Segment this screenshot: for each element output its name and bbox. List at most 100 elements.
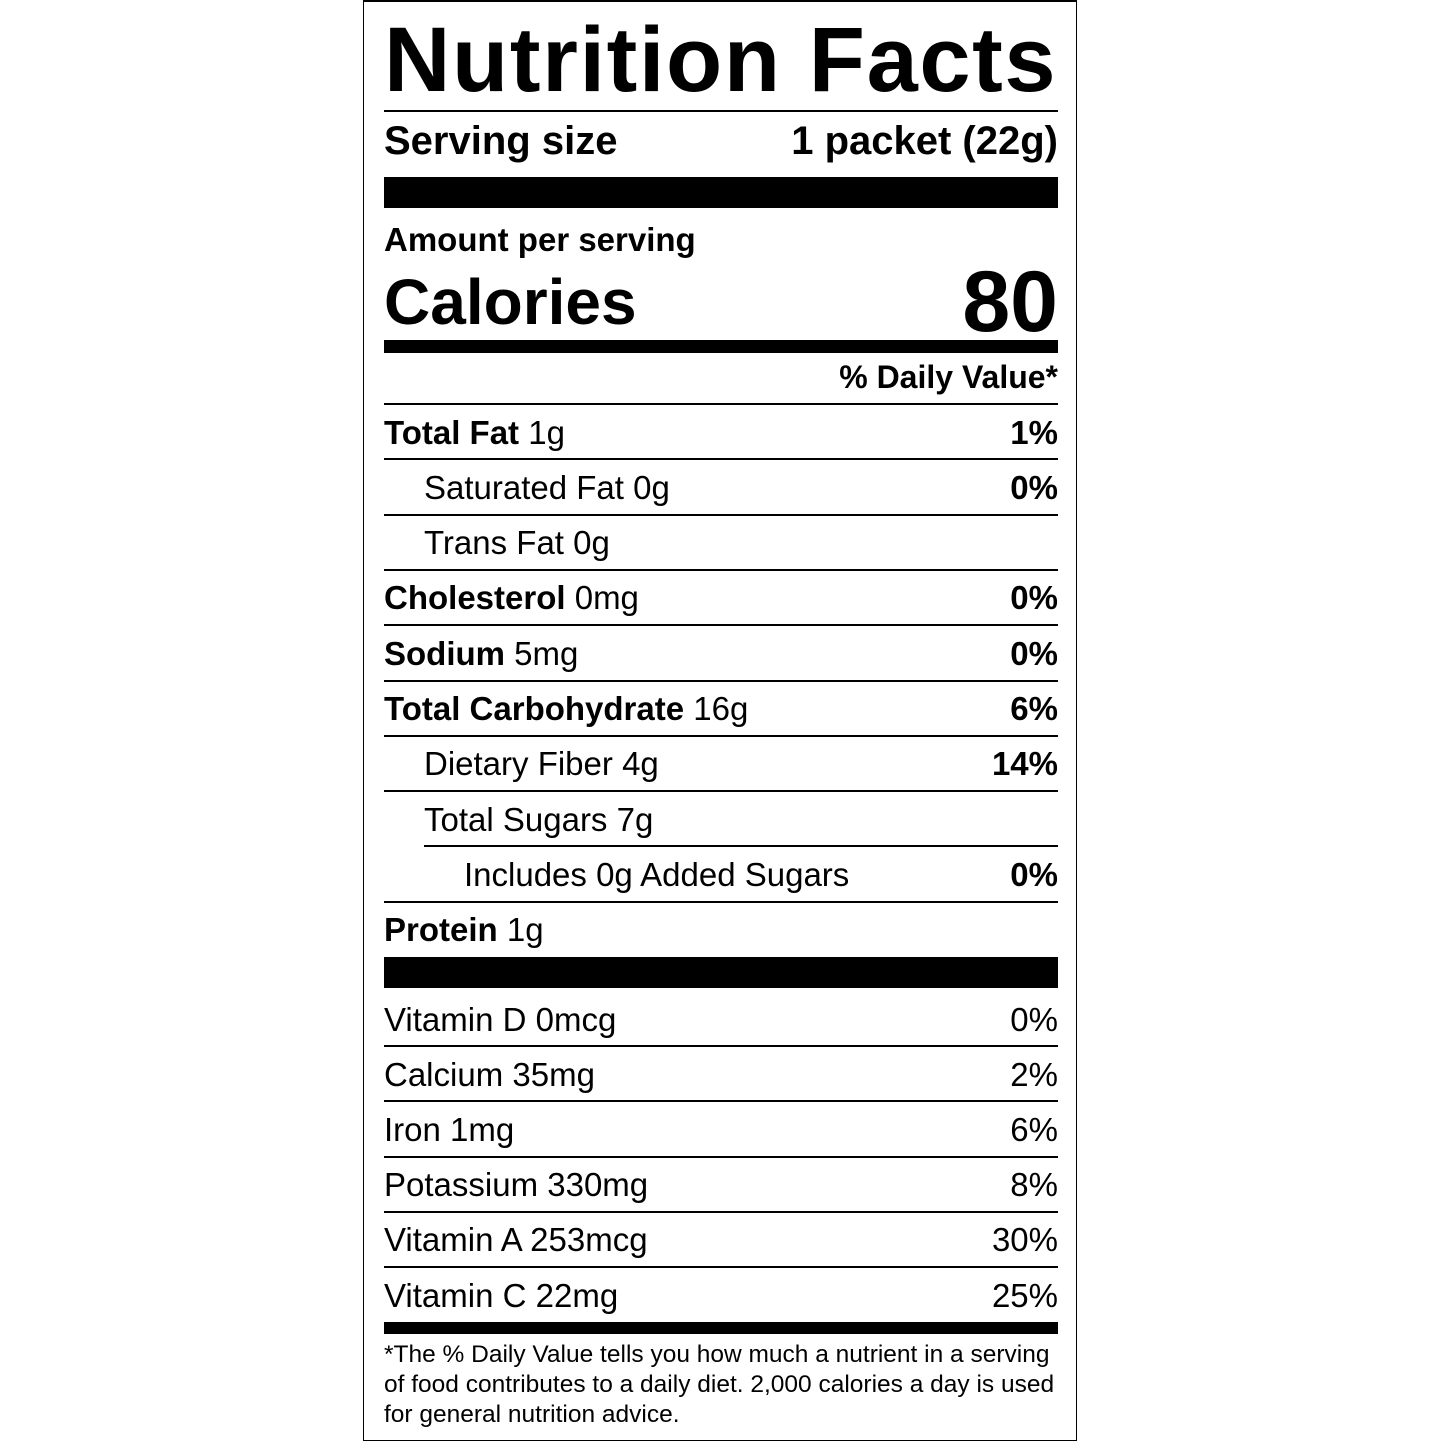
vitamin-amount: 253mcg <box>530 1221 648 1259</box>
vitamin-row: Vitamin D 0mcg 0% <box>384 992 1058 1047</box>
vitamin-name: Vitamin D <box>384 1000 527 1038</box>
daily-value: 14% <box>991 745 1058 783</box>
nutrient-amount: 16g <box>693 690 749 727</box>
nutrient-label: Trans Fat 0g <box>384 524 610 562</box>
nutrient-name: Saturated Fat <box>424 468 624 506</box>
nutrient-amount: 1g <box>506 911 544 949</box>
amount-label: Amount per serving <box>384 221 696 258</box>
vitamin-name: Potassium <box>384 1166 539 1204</box>
medium-bar <box>384 340 1058 353</box>
divider <box>384 790 1058 793</box>
nutrient-label: Total Carbohydrate 16g <box>384 690 748 728</box>
serving-value: 1 packet (22g) <box>791 119 1058 163</box>
daily-value: 6% <box>1010 690 1058 727</box>
divider <box>384 624 1058 627</box>
divider <box>384 568 1058 571</box>
divider <box>384 679 1058 682</box>
nutrient-label: Total Fat 1g <box>384 414 565 452</box>
serving-row: Serving size 1 packet (22g) <box>384 114 1058 169</box>
nutrient-label: Saturated Fat 0g <box>384 469 670 507</box>
vitamin-amount: 35mg <box>512 1055 595 1093</box>
divider <box>384 458 1058 461</box>
title: Nutrition Facts <box>384 9 1058 111</box>
daily-value: 25% <box>991 1276 1058 1314</box>
divider <box>384 1045 1058 1048</box>
daily-value: 6% <box>1010 1110 1058 1148</box>
nutrient-name: Cholesterol <box>384 579 566 617</box>
vitamin-label: Iron 1mg <box>384 1111 514 1149</box>
divider <box>384 1266 1058 1268</box>
vitamin-name: Vitamin A <box>384 1221 521 1259</box>
nutrient-name: Protein <box>384 911 498 949</box>
vitamin-row: Vitamin A 253mcg 30% <box>384 1213 1058 1268</box>
nutrient-row: Total Sugars 7g <box>384 792 1058 847</box>
divider <box>384 900 1058 903</box>
calories-label: Calories <box>384 266 637 338</box>
daily-value: 0% <box>1010 579 1058 617</box>
vitamin-row: Iron 1mg 6% <box>384 1102 1058 1157</box>
daily-value: 30% <box>991 1221 1058 1259</box>
nutrient-label: Includes 0g Added Sugars <box>384 856 849 894</box>
daily-value: 8% <box>1010 1166 1058 1204</box>
vitamin-label: Vitamin D 0mcg <box>384 1001 616 1039</box>
nutrient-name: Total Sugars <box>424 800 608 838</box>
divider <box>384 1210 1058 1213</box>
daily-value: 2% <box>1010 1055 1058 1093</box>
thick-bar <box>384 177 1058 208</box>
nutrient-label: Dietary Fiber 4g <box>384 745 659 783</box>
vitamin-name: Vitamin C <box>384 1276 527 1314</box>
nutrient-row: Total Fat 1g 1% <box>384 405 1058 460</box>
nutrient-amount: 0g <box>633 468 670 506</box>
divider <box>384 513 1058 516</box>
vitamin-amount: 1mg <box>450 1110 515 1148</box>
nutrient-amount: 7g <box>616 800 654 838</box>
vitamin-name: Iron <box>384 1110 441 1148</box>
vitamin-label: Vitamin A 253mcg <box>384 1221 648 1259</box>
nutrient-label: Sodium 5mg <box>384 635 578 673</box>
nutrient-name: Includes 0g Added Sugars <box>464 855 850 893</box>
vitamin-row: Potassium 330mg 8% <box>384 1158 1058 1213</box>
nutrient-row: Total Carbohydrate 16g 6% <box>384 682 1058 737</box>
nutrient-label: Cholesterol 0mg <box>384 579 639 617</box>
divider <box>384 1100 1058 1103</box>
nutrient-name: Trans Fat <box>424 524 564 562</box>
calories-row: Calories 80 <box>384 254 1058 350</box>
nutrient-amount: 0mg <box>574 579 639 617</box>
daily-value: 1% <box>1010 413 1058 451</box>
nutrient-row: Dietary Fiber 4g 14% <box>384 737 1058 792</box>
vitamin-amount: 330mg <box>547 1166 649 1204</box>
nutrient-amount: 4g <box>622 745 659 783</box>
nutrient-name: Total Fat <box>384 413 520 451</box>
daily-value: 0% <box>1010 1000 1058 1038</box>
vitamin-row: Vitamin C 22mg 25% <box>384 1268 1058 1323</box>
daily-value: 0% <box>1010 855 1058 893</box>
vitamin-label: Calcium 35mg <box>384 1056 595 1094</box>
daily-value: 0% <box>1010 634 1058 672</box>
nutrient-row: Trans Fat 0g <box>384 516 1058 571</box>
nutrient-label: Protein 1g <box>384 911 544 949</box>
nutrient-name: Sodium <box>384 634 505 672</box>
nutrient-row: Sodium 5mg 0% <box>384 626 1058 681</box>
nutrient-amount: 5mg <box>514 634 579 672</box>
divider <box>384 734 1058 737</box>
medium-bar <box>384 1322 1058 1334</box>
nutrient-amount: 1g <box>528 413 565 451</box>
nutrient-name: Total Carbohydrate <box>384 690 685 727</box>
nutrient-name: Dietary Fiber <box>424 745 613 783</box>
vitamin-name: Calcium <box>384 1055 504 1093</box>
serving-label: Serving size <box>384 119 618 163</box>
nutrient-row: Includes 0g Added Sugars 0% <box>384 847 1058 902</box>
nutrient-label: Total Sugars 7g <box>384 801 653 839</box>
nutrition-label: Nutrition Facts Serving size 1 packet (2… <box>363 0 1077 1441</box>
thick-bar <box>384 957 1058 988</box>
footnote: *The % Daily Value tells you how much a … <box>384 1341 1055 1428</box>
calories-value: 80 <box>962 253 1058 350</box>
vitamin-label: Potassium 330mg <box>384 1166 648 1204</box>
divider <box>424 845 1058 848</box>
vitamin-amount: 0mcg <box>535 1000 617 1038</box>
nutrient-row: Cholesterol 0mg 0% <box>384 571 1058 626</box>
divider <box>384 1155 1058 1158</box>
nutrient-row: Protein 1g <box>384 903 1058 958</box>
nutrient-amount: 0g <box>573 524 610 562</box>
divider <box>384 403 1058 405</box>
